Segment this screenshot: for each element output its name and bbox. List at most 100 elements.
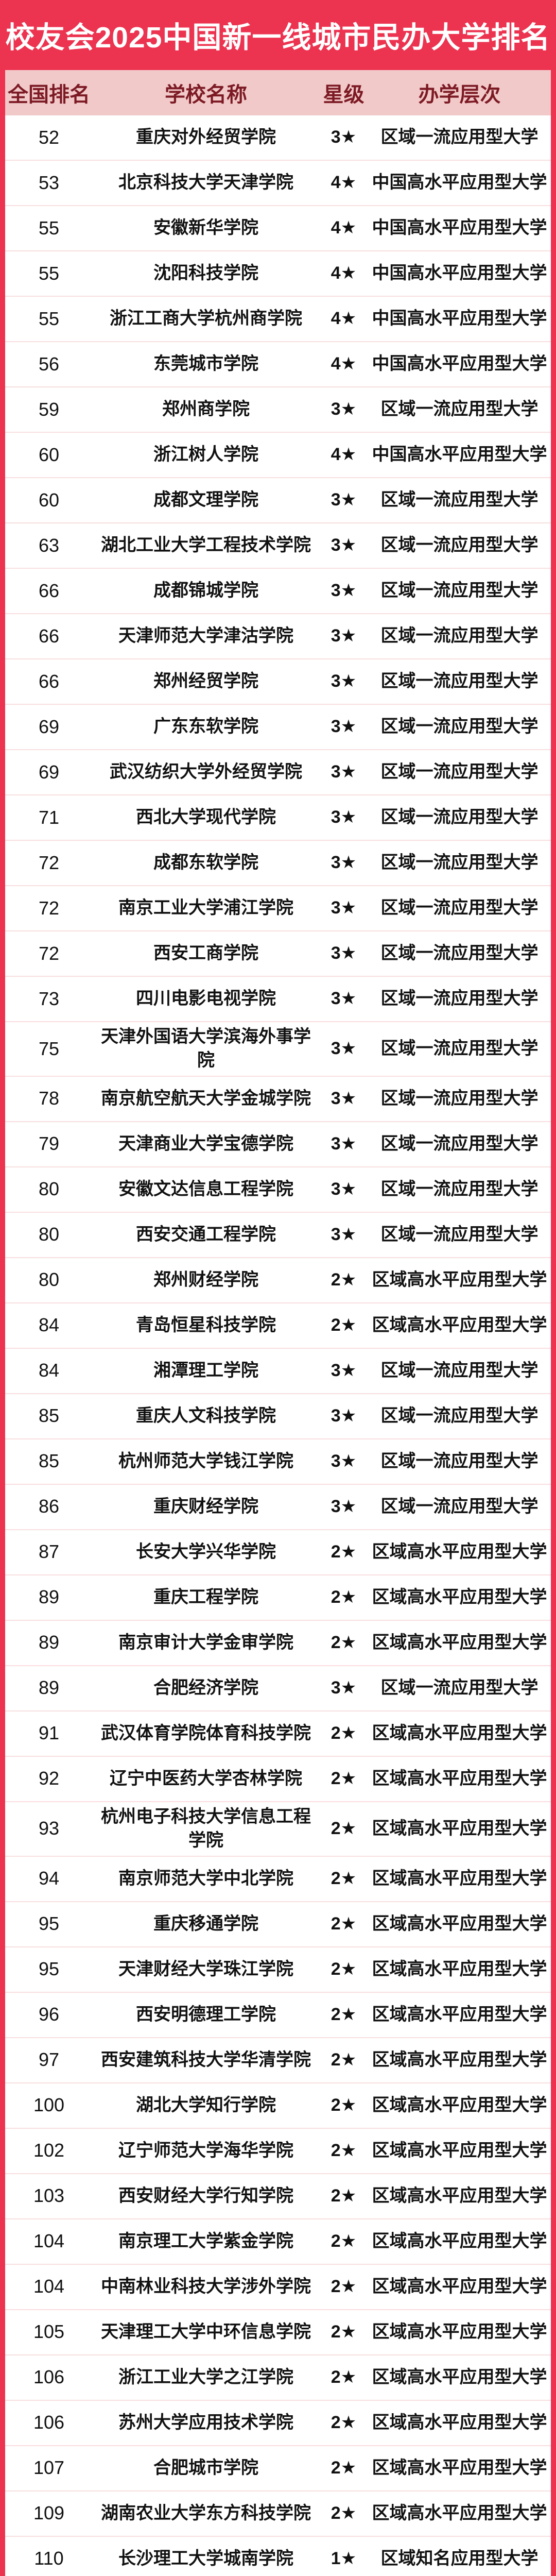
- level-cell: 区域高水平应用型大学: [372, 2412, 547, 2432]
- table-row: 109 湖南农业大学东方科技学院 2★ 区域高水平应用型大学: [5, 2492, 551, 2537]
- rank-cell: 87: [38, 1541, 60, 1563]
- ranking-table: 全国排名 学校名称 星级 办学层次 52 重庆对外经贸学院 3★ 区域一流应用型…: [5, 70, 551, 2576]
- rank-cell: 80: [38, 1224, 60, 1245]
- star-rating-cell: 1★: [331, 2548, 357, 2568]
- rank-cell: 75: [38, 1038, 60, 1059]
- table-row: 55 沈阳科技学院 4★ 中国高水平应用型大学: [5, 251, 551, 297]
- column-header-star: 星级: [323, 83, 364, 106]
- rank-cell: 95: [38, 1913, 60, 1935]
- school-name-cell: 郑州经贸学院: [153, 671, 258, 691]
- table-body: 52 重庆对外经贸学院 3★ 区域一流应用型大学 53 北京科技大学天津学院 4…: [5, 115, 551, 2576]
- title-bar: 校友会2025中国新一线城市民办大学排名: [0, 0, 556, 70]
- page-title: 校友会2025中国新一线城市民办大学排名: [5, 21, 551, 54]
- level-cell: 区域一流应用型大学: [380, 989, 538, 1009]
- school-name-cell: 重庆人文科技学院: [136, 1405, 276, 1426]
- star-rating-cell: 2★: [331, 2140, 357, 2160]
- school-name-cell: 西安财经大学行知学院: [118, 2185, 293, 2206]
- star-rating-cell: 2★: [331, 1632, 357, 1652]
- table-row: 79 天津商业大学宝德学院 3★ 区域一流应用型大学: [5, 1122, 551, 1167]
- rank-cell: 94: [38, 1868, 60, 1889]
- rank-cell: 80: [38, 1178, 60, 1200]
- star-rating-cell: 3★: [331, 1677, 357, 1698]
- table-row: 105 天津理工大学中环信息学院 2★ 区域高水平应用型大学: [5, 2310, 551, 2355]
- star-rating-cell: 3★: [331, 898, 357, 918]
- table-row: 106 浙江工业大学之江学院 2★ 区域高水平应用型大学: [5, 2355, 551, 2401]
- level-cell: 区域高水平应用型大学: [372, 2276, 547, 2296]
- school-name-cell: 湖南农业大学东方科技学院: [101, 2503, 311, 2523]
- rank-cell: 63: [38, 534, 60, 556]
- table-row: 87 长安大学兴华学院 2★ 区域高水平应用型大学: [5, 1530, 551, 1575]
- rank-cell: 106: [33, 2412, 65, 2433]
- rank-cell: 92: [38, 1768, 60, 1789]
- rank-cell: 71: [38, 806, 60, 828]
- school-name-cell: 重庆对外经贸学院: [136, 127, 276, 147]
- table-row: 69 武汉纺织大学外经贸学院 3★ 区域一流应用型大学: [5, 750, 551, 795]
- table-row: 110 长沙理工大学城南学院 1★ 区域知名应用型大学: [5, 2537, 551, 2576]
- level-cell: 区域高水平应用型大学: [372, 2095, 547, 2115]
- star-rating-cell: 4★: [331, 263, 357, 283]
- level-cell: 中国高水平应用型大学: [372, 354, 547, 374]
- rank-cell: 104: [33, 2276, 65, 2297]
- star-rating-cell: 2★: [331, 2095, 357, 2115]
- school-name-cell: 杭州师范大学钱江学院: [118, 1451, 293, 1471]
- school-name-cell: 安徽文达信息工程学院: [118, 1179, 293, 1199]
- level-cell: 中国高水平应用型大学: [372, 309, 547, 329]
- rank-cell: 53: [38, 172, 60, 193]
- star-rating-cell: 2★: [331, 2049, 357, 2070]
- school-name-cell: 南京航空航天大学金城学院: [101, 1088, 311, 1108]
- level-cell: 区域一流应用型大学: [380, 671, 538, 691]
- column-header-rank: 全国排名: [8, 83, 90, 106]
- rank-cell: 66: [38, 670, 60, 692]
- star-rating-cell: 2★: [331, 2231, 357, 2251]
- star-rating-cell: 4★: [331, 445, 357, 465]
- star-rating-cell: 2★: [331, 1768, 357, 1788]
- school-name-cell: 天津商业大学宝德学院: [118, 1133, 293, 1154]
- rank-cell: 89: [38, 1632, 60, 1653]
- school-name-cell: 长安大学兴华学院: [136, 1541, 276, 1562]
- school-name-cell: 天津财经大学珠江学院: [118, 1959, 293, 1979]
- level-cell: 区域一流应用型大学: [380, 1088, 538, 1108]
- school-name-cell: 成都锦城学院: [153, 581, 258, 601]
- table-row: 84 青岛恒星科技学院 2★ 区域高水平应用型大学: [5, 1303, 551, 1349]
- level-cell: 中国高水平应用型大学: [372, 218, 547, 238]
- level-cell: 区域高水平应用型大学: [372, 1632, 547, 1652]
- level-cell: 区域一流应用型大学: [380, 535, 538, 555]
- rank-cell: 56: [38, 353, 60, 375]
- table-row: 66 天津师范大学津沽学院 3★ 区域一流应用型大学: [5, 614, 551, 659]
- table-row: 60 成都文理学院 3★ 区域一流应用型大学: [5, 478, 551, 523]
- school-name-cell: 南京审计大学金审学院: [118, 1632, 293, 1652]
- star-rating-cell: 3★: [331, 943, 357, 963]
- table-row: 102 辽宁师范大学海华学院 2★ 区域高水平应用型大学: [5, 2129, 551, 2174]
- rank-cell: 69: [38, 716, 60, 737]
- star-rating-cell: 2★: [331, 1868, 357, 1888]
- school-name-cell: 南京师范大学中北学院: [118, 1868, 293, 1888]
- star-rating-cell: 3★: [331, 989, 357, 1009]
- school-name-cell: 郑州商学院: [162, 399, 250, 419]
- level-cell: 区域高水平应用型大学: [372, 1269, 547, 1290]
- school-name-cell: 浙江工商大学杭州商学院: [110, 309, 302, 329]
- level-cell: 区域一流应用型大学: [380, 1405, 538, 1426]
- table-row: 95 重庆移通学院 2★ 区域高水平应用型大学: [5, 1902, 551, 1947]
- school-name-cell: 天津外国语大学滨海外事学院: [101, 1027, 311, 1070]
- star-rating-cell: 2★: [331, 2367, 357, 2387]
- star-rating-cell: 3★: [331, 853, 357, 873]
- level-cell: 区域一流应用型大学: [380, 807, 538, 827]
- rank-cell: 84: [38, 1360, 60, 1381]
- level-cell: 区域高水平应用型大学: [372, 1959, 547, 1979]
- star-rating-cell: 3★: [331, 762, 357, 782]
- level-cell: 区域高水平应用型大学: [372, 1541, 547, 1562]
- school-name-cell: 苏州大学应用技术学院: [118, 2412, 293, 2432]
- rank-cell: 85: [38, 1405, 60, 1427]
- star-rating-cell: 3★: [331, 1038, 357, 1058]
- table-row: 59 郑州商学院 3★ 区域一流应用型大学: [5, 387, 551, 433]
- level-cell: 区域高水平应用型大学: [372, 1723, 547, 1743]
- table-row: 103 西安财经大学行知学院 2★ 区域高水平应用型大学: [5, 2174, 551, 2219]
- rank-cell: 52: [38, 126, 60, 148]
- rank-cell: 73: [38, 988, 60, 1009]
- star-rating-cell: 2★: [331, 1587, 357, 1607]
- rank-cell: 103: [33, 2185, 65, 2207]
- level-cell: 区域一流应用型大学: [380, 399, 538, 419]
- school-name-cell: 合肥城市学院: [153, 2458, 258, 2478]
- level-cell: 区域高水平应用型大学: [372, 2004, 547, 2024]
- table-row: 94 南京师范大学中北学院 2★ 区域高水平应用型大学: [5, 1857, 551, 1902]
